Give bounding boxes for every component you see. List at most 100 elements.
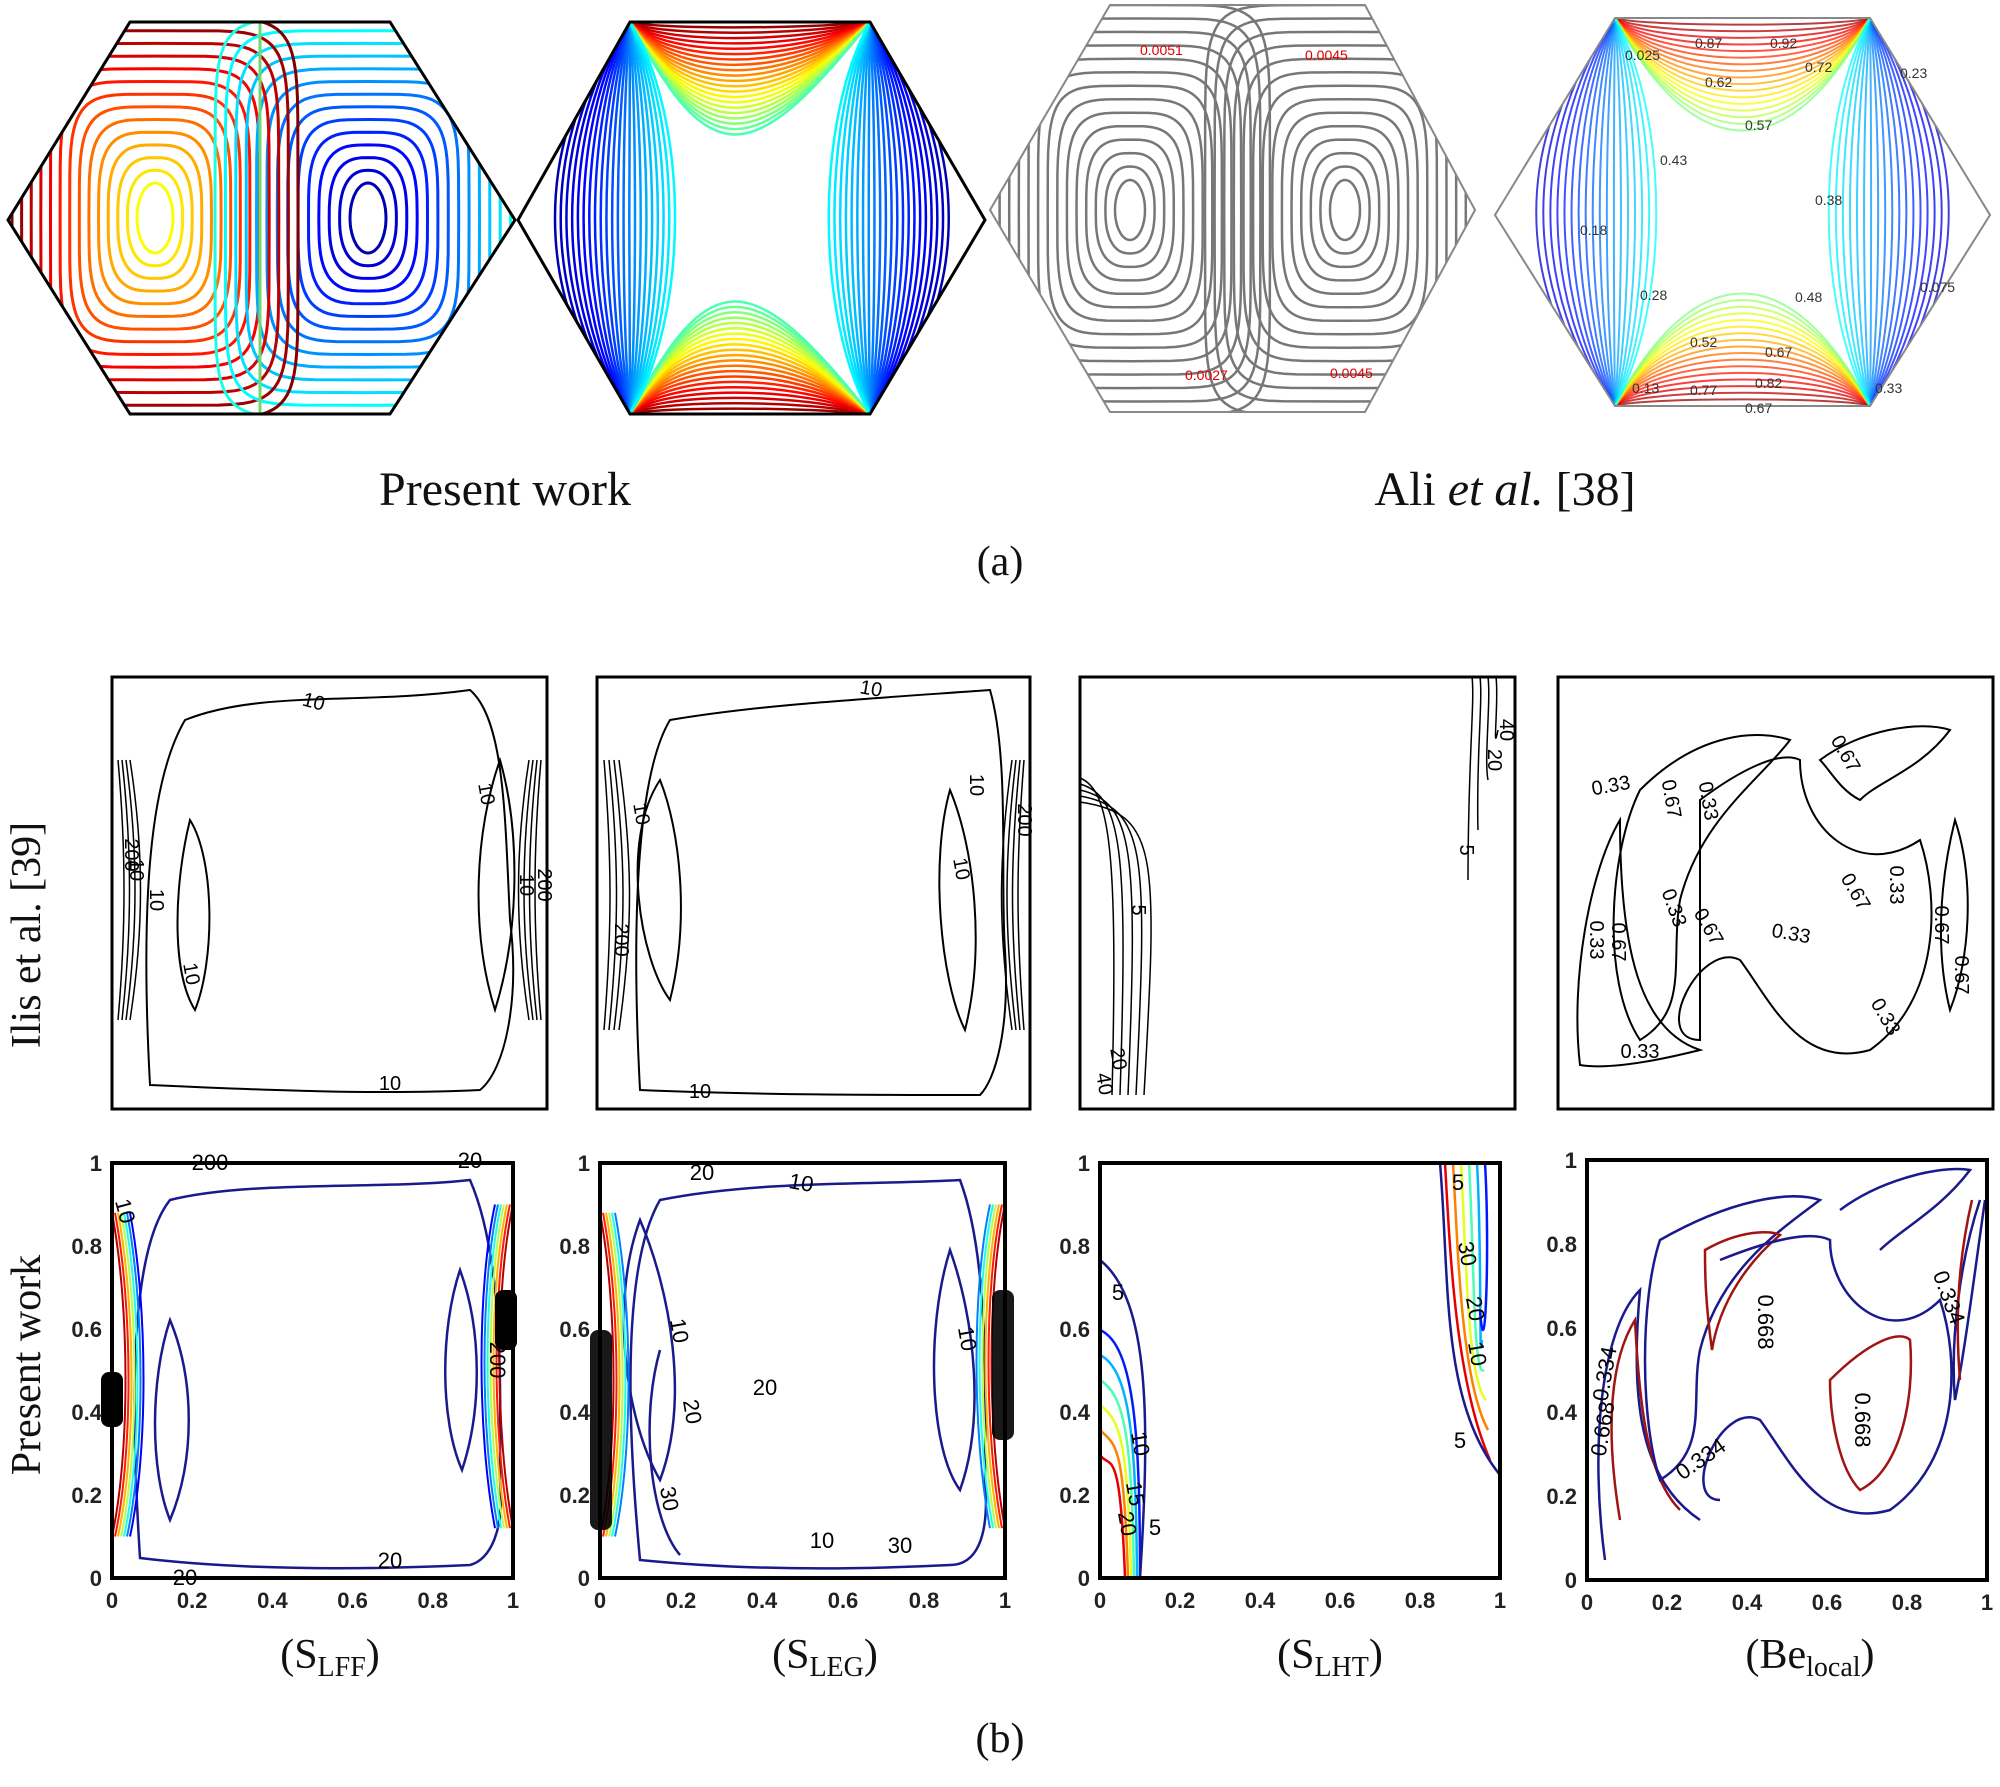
isotherm — [1614, 18, 1871, 26]
contour-line — [975, 1204, 991, 1529]
ali-temp-label: 0.67 — [1765, 344, 1792, 360]
caption-sleg: (SLEG) — [772, 1632, 878, 1683]
contour-line — [117, 759, 125, 1021]
streamline — [1309, 151, 1381, 269]
contour-line — [1017, 759, 1025, 1031]
streamline — [286, 105, 450, 331]
contour-line — [932, 1246, 976, 1493]
isotherm — [1577, 18, 1616, 406]
contour-label: 5 — [1127, 904, 1149, 915]
isotherm — [1869, 18, 1922, 406]
contour-line — [938, 786, 977, 1033]
isotherm — [1614, 18, 1871, 53]
isotherm — [838, 22, 872, 414]
isotherm — [629, 22, 871, 29]
isotherm — [628, 22, 637, 414]
contour-label: 10 — [948, 856, 974, 882]
streamline — [68, 92, 242, 344]
isotherm — [1614, 299, 1871, 406]
streamline — [1027, 57, 1233, 363]
contour-label: 10 — [689, 1081, 711, 1103]
contour-label: 5 — [1452, 1170, 1464, 1195]
contour-line — [129, 1212, 145, 1537]
isotherm — [628, 22, 665, 414]
x-tick-label: 1 — [507, 1588, 519, 1613]
x-tick-label: 0.4 — [747, 1588, 778, 1613]
isotherm — [1584, 18, 1616, 406]
contour-label: 20 — [678, 1397, 707, 1425]
contour-line — [1443, 1162, 1492, 1461]
contour-line — [1486, 676, 1490, 781]
contour-line — [1476, 676, 1482, 831]
contour-label: 0.67 — [1689, 905, 1728, 950]
contour-line — [1099, 1404, 1133, 1579]
contour-line — [618, 759, 631, 1031]
contour-label: 0.33 — [1590, 772, 1632, 800]
y-tick-label: 0.2 — [559, 1483, 590, 1508]
isotherm — [628, 22, 677, 414]
contour-label: 0.334 — [1588, 1344, 1622, 1403]
ali-temp-label: 0.52 — [1690, 334, 1717, 350]
contour-label: 0.668 — [1850, 1392, 1875, 1447]
x-tick-label: 0.4 — [257, 1588, 288, 1613]
x-tick-label: 0.2 — [666, 1588, 697, 1613]
y-tick-label: 0.8 — [559, 1234, 590, 1259]
x-tick-label: 0 — [1094, 1588, 1106, 1613]
isotherm — [1614, 18, 1871, 99]
row-label-present: Present work — [4, 1255, 50, 1475]
x-tick-label: 0.8 — [418, 1588, 449, 1613]
caption-slht: (SLHT) — [1277, 1632, 1383, 1683]
isotherm — [610, 22, 632, 414]
isotherm — [868, 22, 916, 414]
caption-present-work: Present work — [379, 463, 631, 516]
streamline — [10, 22, 300, 414]
isotherm — [1614, 18, 1871, 72]
contour-line — [1099, 1328, 1142, 1579]
contour-line — [1467, 676, 1474, 881]
contour-line — [120, 1212, 136, 1537]
isotherm — [629, 22, 871, 50]
contour-line — [123, 1212, 139, 1537]
isotherm — [1841, 18, 1871, 406]
caption-slht-sub: LHT — [1314, 1652, 1368, 1683]
isotherm — [1614, 339, 1871, 406]
y-tick-label: 0 — [1078, 1566, 1090, 1591]
isotherm — [629, 22, 871, 61]
streamline — [1104, 165, 1156, 255]
contour-line — [990, 1204, 1006, 1529]
isotherm — [628, 22, 871, 72]
contour-line — [1494, 676, 1499, 739]
isotherm — [1869, 18, 1880, 406]
axis-ticks: 0 0.2 0.4 0.6 0.8 100.20.40.60.810 0.2 0.4 0.6 0.… — [71, 1148, 1993, 1615]
y-tick-label: 0.6 — [559, 1317, 590, 1342]
contour-label: 200 — [610, 923, 632, 956]
isotherm — [628, 359, 871, 414]
contour-label: 10 — [810, 1528, 834, 1553]
streamline — [1271, 97, 1419, 323]
present-isotherms-panel — [553, 22, 950, 414]
streamline — [1261, 84, 1429, 336]
isotherm — [629, 380, 871, 414]
contour-line — [622, 1216, 677, 1483]
contour-line — [153, 1316, 190, 1524]
x-tick-label: 0 — [594, 1588, 606, 1613]
contour-label: 0.67 — [1950, 956, 1972, 995]
contour-label: 10 — [1126, 1429, 1155, 1457]
streamline — [116, 156, 194, 280]
x-tick-label: 0.4 — [1245, 1588, 1276, 1613]
ali-isotherms-outline — [1493, 17, 1992, 407]
isotherm — [1869, 18, 1894, 406]
isotherm — [605, 22, 632, 414]
present-streamlines-panel — [10, 22, 515, 414]
contour-label: 200 — [533, 868, 555, 901]
isotherm — [1614, 18, 1637, 406]
isotherm — [1614, 318, 1871, 406]
y-tick-label: 0 — [90, 1566, 102, 1591]
x-tick-label: 0.2 — [1652, 1590, 1683, 1615]
contour-line — [613, 759, 624, 1031]
x-tick-label: 0 — [106, 1588, 118, 1613]
isotherm — [833, 22, 872, 414]
